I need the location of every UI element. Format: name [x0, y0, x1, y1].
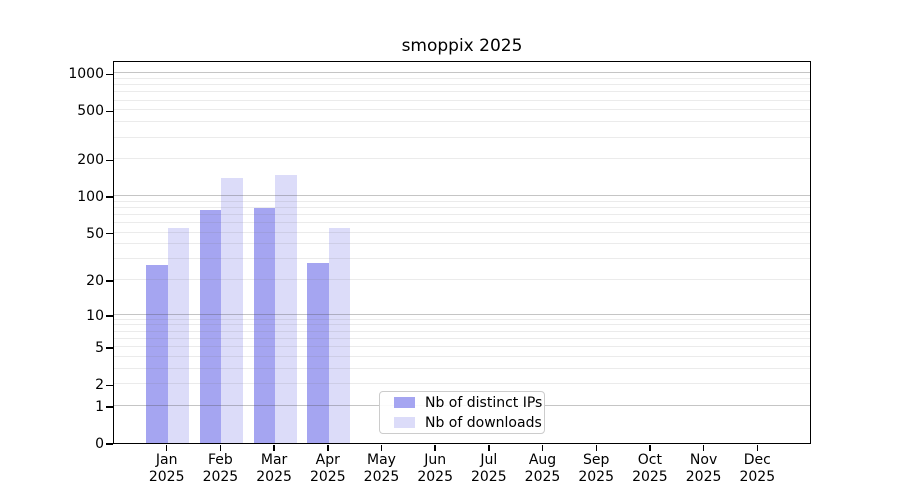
x-tick-mark-jul	[488, 445, 490, 451]
gridline-300	[114, 136, 810, 138]
x-tick-mark-feb	[219, 445, 222, 451]
y-tick-label-20: 20	[86, 273, 104, 290]
y-tick-mark-50	[106, 232, 113, 235]
chart-title: smoppix 2025	[401, 36, 523, 56]
x-tick-label-dec: Dec 2025	[739, 452, 776, 485]
x-tick-label-nov: Nov 2025	[685, 452, 722, 485]
gridline-900	[114, 78, 810, 79]
gridline-10	[114, 313, 810, 315]
y-tick-mark-0	[106, 443, 113, 445]
gridline-70	[114, 213, 810, 215]
y-tick-mark-1000	[106, 73, 113, 76]
y-tick-label-1000: 1000	[68, 66, 104, 83]
gridline-500	[114, 109, 810, 111]
x-tick-label-aug: Aug 2025	[524, 452, 561, 485]
y-tick-label-500: 500	[77, 103, 104, 120]
bar-distinct-ips-jan	[146, 264, 168, 443]
y-tick-label-0: 0	[95, 436, 104, 452]
bar-downloads-feb	[221, 178, 243, 443]
x-tick-label-jul: Jul 2025	[470, 452, 507, 485]
gridline-3	[114, 367, 810, 369]
legend-label-downloads: Nb of downloads	[425, 414, 542, 431]
x-tick-label-sep: Sep 2025	[578, 452, 615, 485]
x-tick-mark-may	[380, 445, 383, 451]
gridline-20	[114, 279, 810, 281]
gridline-6	[114, 337, 810, 339]
y-tick-mark-20	[106, 280, 113, 282]
gridline-700	[114, 91, 810, 93]
gridline-90	[114, 200, 810, 202]
bar-distinct-ips-feb	[199, 209, 222, 443]
y-tick-label-200: 200	[77, 152, 104, 169]
gridline-1000	[114, 72, 810, 74]
legend-label-distinct-ips: Nb of distinct IPs	[425, 394, 543, 411]
bar-distinct-ips-apr	[307, 262, 329, 443]
y-tick-mark-5	[106, 347, 113, 349]
gridline-30	[114, 258, 810, 260]
bars-layer	[114, 62, 810, 443]
gridline-600	[114, 99, 810, 101]
gridlines-layer	[114, 62, 810, 443]
gridline-4	[114, 355, 810, 357]
x-tick-mark-jun	[434, 445, 436, 451]
gridline-7	[114, 330, 810, 332]
x-tick-label-apr: Apr 2025	[309, 452, 346, 485]
y-tick-label-50: 50	[86, 225, 104, 242]
y-tick-mark-100	[106, 196, 113, 198]
y-tick-mark-1	[106, 406, 113, 408]
x-tick-label-may: May 2025	[363, 452, 400, 485]
gridline-8	[114, 324, 810, 326]
gridline-400	[114, 121, 810, 123]
bar-downloads-mar	[275, 174, 297, 443]
gridline-5	[114, 346, 810, 348]
y-tick-mark-200	[106, 159, 113, 161]
x-tick-mark-dec	[756, 445, 759, 451]
bar-distinct-ips-mar	[253, 207, 276, 443]
gridline-2	[114, 383, 810, 385]
gridline-200	[114, 158, 810, 160]
plot-area	[113, 61, 811, 444]
gridline-800	[114, 84, 810, 86]
gridline-40	[114, 243, 810, 245]
x-tick-label-feb: Feb 2025	[202, 452, 239, 485]
legend-swatch-downloads	[394, 417, 415, 428]
x-tick-mark-sep	[595, 445, 597, 451]
x-tick-label-jun: Jun 2025	[417, 452, 454, 485]
bar-downloads-jan	[167, 227, 190, 443]
x-tick-label-jan: Jan 2025	[148, 452, 185, 485]
x-tick-label-mar: Mar 2025	[256, 452, 292, 485]
gridline-9	[114, 318, 810, 320]
legend-swatch-distinct-ips	[394, 397, 415, 408]
y-tick-label-100: 100	[77, 189, 104, 206]
y-tick-mark-10	[106, 315, 113, 317]
legend-item-distinct-ips: Nb of distinct IPs	[394, 395, 542, 411]
y-tick-label-1: 1	[95, 398, 104, 415]
y-tick-mark-500	[106, 110, 113, 113]
x-tick-mark-mar	[273, 445, 275, 451]
gridline-50	[114, 231, 810, 233]
gridline-80	[114, 206, 810, 208]
gridline-100	[114, 195, 810, 197]
x-tick-mark-nov	[702, 445, 705, 451]
y-tick-label-10: 10	[86, 307, 104, 324]
y-tick-mark-2	[106, 384, 113, 386]
y-tick-label-2: 2	[95, 377, 104, 394]
x-tick-mark-apr	[327, 445, 329, 451]
legend: Nb of distinct IPs Nb of downloads	[379, 391, 545, 434]
x-tick-mark-jan	[165, 445, 168, 451]
gridline-60	[114, 222, 810, 223]
x-tick-mark-oct	[649, 445, 651, 451]
legend-item-downloads: Nb of downloads	[394, 415, 542, 431]
bar-downloads-apr	[328, 227, 351, 443]
x-tick-mark-aug	[541, 445, 544, 451]
y-tick-label-5: 5	[95, 340, 104, 357]
x-tick-label-oct: Oct 2025	[632, 452, 668, 485]
